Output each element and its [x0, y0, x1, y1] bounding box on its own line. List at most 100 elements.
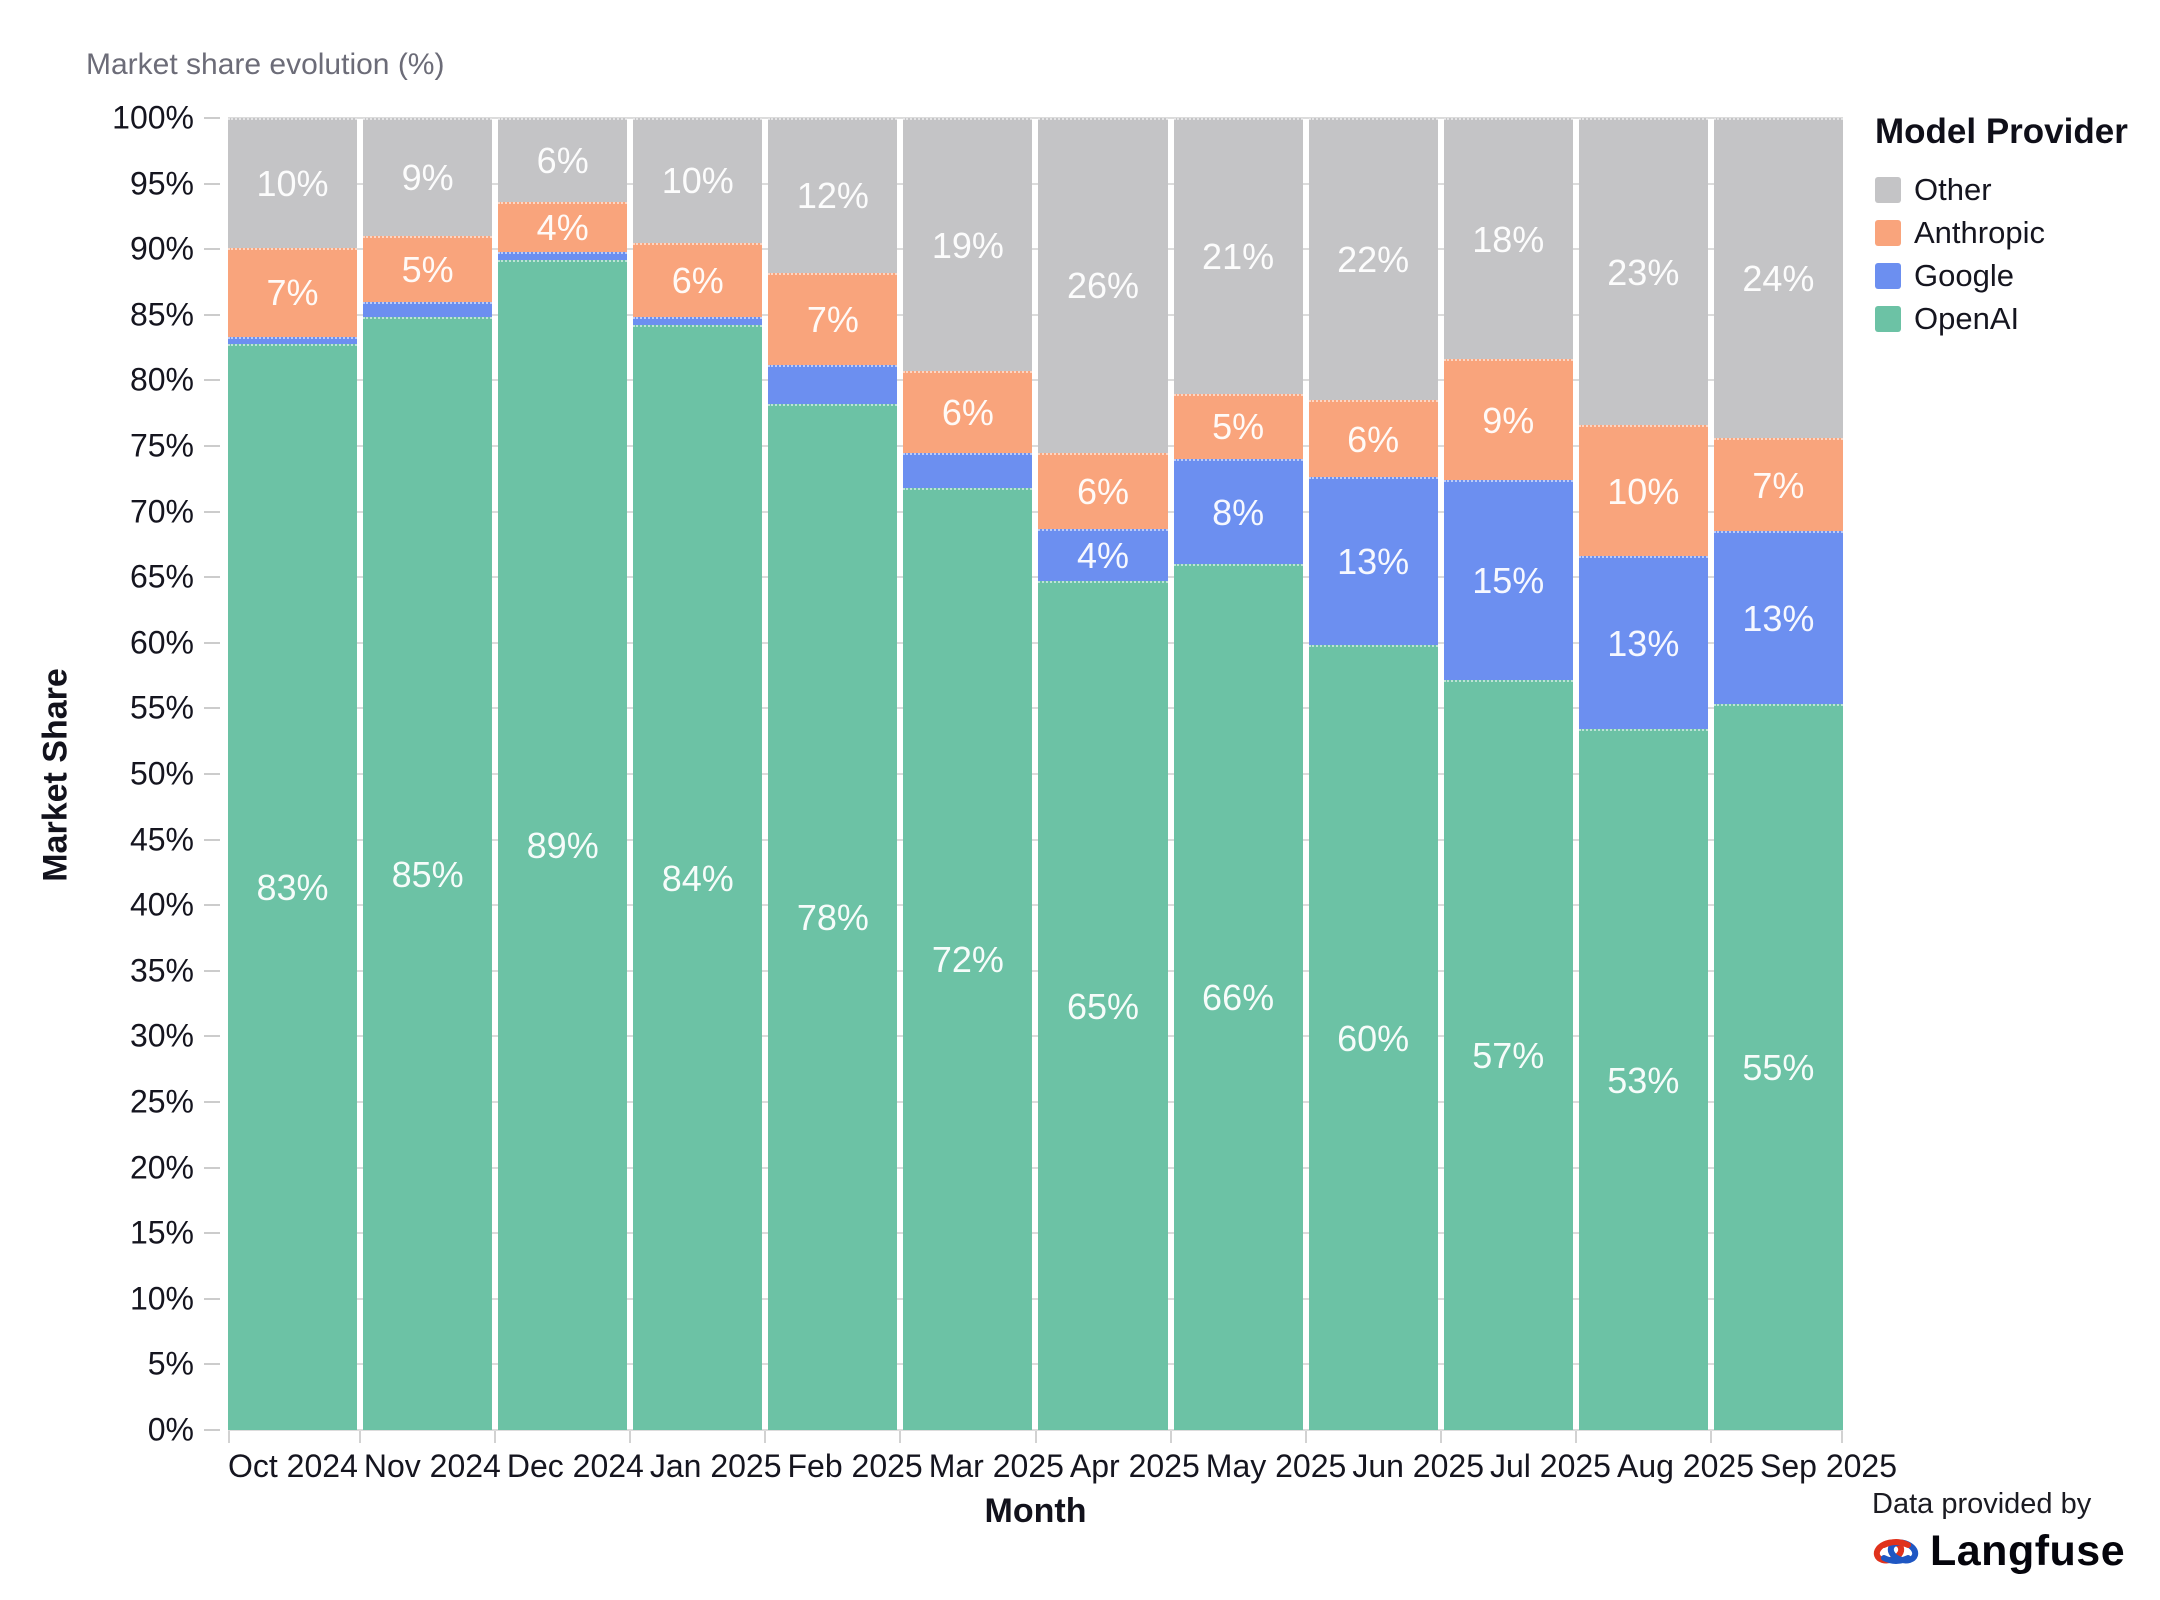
- y-tick-mark: [204, 379, 220, 382]
- bar-segment-other[interactable]: 12%: [768, 118, 898, 273]
- bar-segment-anthropic[interactable]: 6%: [633, 242, 763, 318]
- bar-dec-2024: 6% 4% 89%: [498, 118, 628, 1430]
- y-tick-label: 80%: [129, 361, 194, 398]
- bar-segment-openai[interactable]: 57%: [1443, 679, 1573, 1430]
- bar-segment-anthropic[interactable]: 10%: [1578, 425, 1708, 557]
- x-axis-labels: Oct 2024 Nov 2024 Dec 2024 Jan 2025 Feb 2025…: [228, 1448, 1897, 1485]
- bar-segment-openai[interactable]: 60%: [1308, 645, 1438, 1430]
- bar-segment-google[interactable]: 13%: [1308, 477, 1438, 646]
- segment-value-label: 7%: [1752, 464, 1805, 506]
- bar-segment-openai[interactable]: 66%: [1173, 564, 1303, 1430]
- segment-value-label: 6%: [536, 139, 589, 181]
- bar-segment-anthropic[interactable]: 5%: [363, 236, 493, 302]
- y-tick-label: 25%: [129, 1083, 194, 1120]
- bar-segment-other[interactable]: 23%: [1578, 118, 1708, 425]
- y-tick-mark: [204, 1363, 220, 1366]
- bar-segment-google[interactable]: 15%: [1443, 480, 1573, 680]
- attribution-brand-name[interactable]: Langfuse: [1930, 1527, 2126, 1575]
- bar-segment-anthropic[interactable]: 6%: [1308, 400, 1438, 478]
- legend-item-google[interactable]: Google: [1875, 258, 2155, 294]
- bar-segment-google[interactable]: [768, 364, 898, 404]
- x-tick-label: Jun 2025: [1352, 1448, 1484, 1484]
- bar-segment-openai[interactable]: 55%: [1713, 704, 1843, 1430]
- bar-segment-openai[interactable]: 78%: [768, 404, 898, 1430]
- bar-segment-other[interactable]: 19%: [903, 118, 1033, 372]
- attribution-brand-row[interactable]: Langfuse: [1872, 1527, 2125, 1576]
- bar-segment-openai[interactable]: 85%: [363, 317, 493, 1430]
- bar-segment-google[interactable]: 8%: [1173, 459, 1303, 565]
- bar-segment-anthropic[interactable]: 9%: [1443, 359, 1573, 481]
- bar-segment-google[interactable]: 13%: [1713, 531, 1843, 705]
- bar-segment-openai[interactable]: 72%: [903, 487, 1033, 1430]
- bar-segment-openai[interactable]: 89%: [498, 259, 628, 1430]
- segment-value-label: 6%: [1076, 470, 1130, 512]
- legend-label: OpenAI: [1914, 301, 2020, 336]
- segment-value-label: 7%: [806, 298, 859, 340]
- legend-title: Model Provider: [1875, 112, 2128, 151]
- gridline: [228, 510, 1843, 513]
- segment-value-label: 10%: [661, 160, 734, 202]
- legend-items: Other Anthropic Google OpenAI: [1875, 172, 2155, 337]
- y-tick-mark: [204, 248, 220, 251]
- bar-jun-2025: 22% 6% 13% 60%: [1308, 118, 1438, 1430]
- gridline: [228, 313, 1843, 316]
- bar-segment-other[interactable]: 10%: [228, 118, 358, 248]
- bar-segment-openai[interactable]: 84%: [633, 325, 763, 1430]
- segment-value-label: 60%: [1337, 1017, 1410, 1059]
- segment-value-label: 57%: [1472, 1034, 1545, 1076]
- x-tick-label: Jul 2025: [1489, 1448, 1611, 1484]
- y-tick-mark: [204, 1429, 220, 1431]
- attribution: Data provided by Langfuse: [1872, 1488, 2125, 1576]
- bar-segment-other[interactable]: 26%: [1038, 118, 1168, 453]
- segment-value-label: 15%: [1472, 559, 1545, 601]
- bar-segment-anthropic[interactable]: 4%: [498, 201, 628, 252]
- bar-segment-openai[interactable]: 53%: [1578, 729, 1708, 1430]
- bar-segment-google[interactable]: [498, 251, 628, 260]
- segment-value-label: 4%: [1076, 534, 1130, 576]
- bar-segment-other[interactable]: 24%: [1713, 118, 1843, 439]
- segment-value-label: 89%: [526, 824, 599, 866]
- bar-segment-anthropic[interactable]: 7%: [228, 247, 358, 338]
- segment-value-label: 10%: [1607, 470, 1680, 512]
- segment-value-label: 26%: [1066, 265, 1140, 307]
- bar-segment-other[interactable]: 21%: [1173, 118, 1303, 394]
- bar-segment-anthropic[interactable]: 7%: [768, 272, 898, 365]
- legend-item-other[interactable]: Other: [1875, 172, 2155, 208]
- y-tick-mark: [204, 838, 220, 841]
- bar-segment-other[interactable]: 10%: [633, 118, 763, 243]
- bar-segment-other[interactable]: 9%: [363, 118, 493, 237]
- bar-segment-anthropic[interactable]: 6%: [903, 371, 1033, 453]
- legend-item-anthropic[interactable]: Anthropic: [1875, 215, 2155, 251]
- bar-segment-openai[interactable]: 65%: [1038, 581, 1168, 1430]
- bar-segment-other[interactable]: 6%: [498, 118, 628, 202]
- bar-segment-other[interactable]: 18%: [1443, 118, 1573, 360]
- bar-segment-google[interactable]: [363, 301, 493, 318]
- x-tick-mark: [629, 1430, 632, 1443]
- x-tick-mark: [1709, 1430, 1712, 1443]
- gridline: [228, 1035, 1843, 1038]
- gridline: [228, 773, 1843, 775]
- x-tick-mark: [359, 1430, 362, 1443]
- y-tick-label: 0%: [147, 1411, 194, 1448]
- segment-value-label: 18%: [1472, 218, 1545, 260]
- gridline: [228, 117, 1843, 119]
- bar-segment-google[interactable]: [633, 317, 763, 326]
- bar-segment-google[interactable]: 4%: [1038, 528, 1168, 582]
- bar-segment-google[interactable]: 13%: [1578, 556, 1708, 730]
- bar-segment-anthropic[interactable]: 7%: [1713, 438, 1843, 532]
- y-tick-label: 100%: [112, 99, 194, 136]
- bar-segment-google[interactable]: [903, 452, 1033, 488]
- gridline: [228, 576, 1843, 579]
- bar-segment-anthropic[interactable]: 6%: [1038, 452, 1168, 529]
- bar-segment-other[interactable]: 22%: [1308, 118, 1438, 401]
- bar-segment-google[interactable]: [228, 337, 358, 344]
- bar-segment-anthropic[interactable]: 5%: [1173, 393, 1303, 460]
- y-tick-mark: [204, 182, 220, 185]
- segment-value-label: 10%: [256, 162, 329, 204]
- x-tick-label: Oct 2024: [228, 1448, 358, 1484]
- bars-container: 10% 7% 83% 9% 5% 85% 6% 4% 89% 10% 6% 84% 12% 7% 78% 19…: [228, 118, 1843, 1430]
- segment-value-label: 12%: [796, 175, 869, 217]
- legend-item-openai[interactable]: OpenAI: [1875, 301, 2155, 337]
- bar-segment-openai[interactable]: 83%: [228, 343, 358, 1430]
